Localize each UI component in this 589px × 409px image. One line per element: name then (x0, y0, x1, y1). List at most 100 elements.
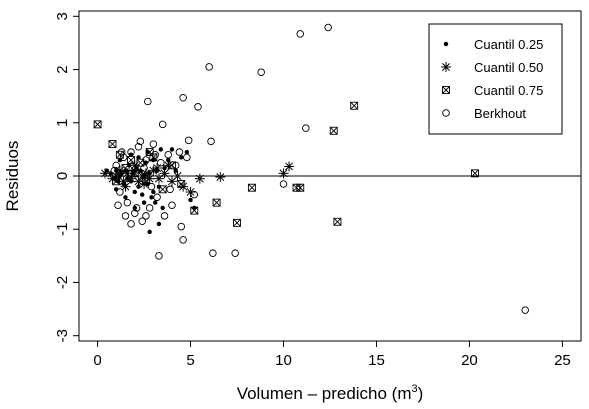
point-berkhout (127, 148, 135, 156)
y-tick-label: 2 (54, 65, 71, 73)
point-berkhout (175, 148, 184, 156)
point-cuantil-0-25 (147, 229, 152, 235)
point-berkhout (168, 201, 176, 210)
point-berkhout (121, 212, 130, 220)
legend-label-cuantil-0-50: Cuantil 0.50 (474, 60, 543, 75)
legend-box (428, 23, 563, 135)
point-berkhout (207, 137, 215, 146)
legend: Cuantil 0.25 Cuantil 0.50 Cuantil 0.75 Berk… (428, 23, 563, 135)
point-cuantil-0-25 (160, 205, 165, 211)
legend-marker-cuantil-0-50 (441, 62, 451, 72)
legend-marker-berkhout (442, 109, 450, 117)
y-tick-label: -3 (54, 329, 71, 342)
x-axis-label: Volumen – predicho (m3) (237, 383, 424, 403)
point-cuantil-0-25 (162, 165, 167, 171)
point-cuantil-0-25 (123, 195, 128, 200)
legend-label-cuantil-0-25: Cuantil 0.25 (474, 37, 543, 52)
point-cuantil-0-25 (136, 155, 141, 160)
point-cuantil-0-75 (333, 217, 342, 226)
point-cuantil-0-25 (153, 200, 158, 205)
point-cuantil-0-25 (158, 147, 164, 152)
point-cuantil-0-25 (140, 192, 145, 197)
point-cuantil-0-25 (143, 160, 149, 165)
point-berkhout (209, 249, 217, 257)
point-cuantil-0-25 (173, 168, 178, 173)
x-tick-label: 10 (275, 352, 292, 369)
point-berkhout (158, 120, 167, 129)
point-cuantil-0-50 (122, 168, 133, 179)
point-berkhout (177, 222, 186, 231)
legend-marker-cuantil-0-25 (443, 41, 449, 47)
point-berkhout (123, 198, 132, 207)
x-tick-label: 15 (368, 352, 385, 369)
point-cuantil-0-75 (93, 120, 102, 129)
point-cuantil-0-25 (151, 189, 156, 195)
point-berkhout (147, 182, 156, 191)
point-berkhout (324, 23, 332, 32)
point-cuantil-0-75 (190, 206, 199, 215)
point-cuantil-0-50 (215, 172, 226, 183)
point-cuantil-0-75 (158, 185, 167, 194)
point-berkhout (144, 97, 152, 106)
point-berkhout (136, 137, 145, 146)
y-tick-label: 3 (54, 12, 71, 20)
point-cuantil-0-25 (166, 157, 171, 163)
point-berkhout (183, 153, 191, 162)
point-berkhout (155, 252, 163, 260)
point-berkhout (166, 185, 174, 194)
point-cuantil-0-50 (194, 173, 205, 184)
point-berkhout (179, 94, 187, 102)
point-berkhout (190, 190, 199, 199)
x-axis: 0 5 10 15 20 25 (93, 341, 571, 369)
point-cuantil-0-75 (247, 183, 256, 192)
point-berkhout (151, 150, 159, 159)
legend-label-cuantil-0-75: Cuantil 0.75 (474, 83, 543, 98)
point-berkhout (194, 103, 202, 111)
point-cuantil-0-75 (112, 177, 121, 186)
point-berkhout (149, 140, 158, 148)
point-cuantil-0-25 (136, 184, 141, 189)
point-cuantil-0-75 (121, 164, 130, 172)
point-berkhout (114, 201, 122, 210)
x-tick-label: 20 (461, 352, 478, 369)
point-cuantil-0-25 (119, 171, 124, 176)
point-cuantil-0-75 (127, 156, 136, 164)
point-berkhout (231, 249, 239, 257)
point-berkhout (296, 30, 305, 38)
point-berkhout (127, 220, 135, 228)
point-berkhout (142, 212, 150, 220)
y-axis: -3 -2 -1 0 1 2 3 (54, 12, 79, 342)
point-cuantil-0-50 (152, 163, 163, 174)
point-berkhout (279, 180, 288, 188)
point-cuantil-0-75 (177, 180, 186, 188)
point-cuantil-0-75 (296, 183, 305, 192)
point-cuantil-0-50 (172, 171, 183, 181)
y-axis-label: Residuos (3, 141, 22, 212)
point-cuantil-0-75 (212, 198, 221, 207)
data-points (93, 23, 529, 314)
point-cuantil-0-50 (139, 178, 150, 189)
point-berkhout (134, 142, 143, 151)
y-tick-label: 0 (54, 172, 71, 180)
point-cuantil-0-75 (350, 101, 359, 110)
point-cuantil-0-25 (128, 152, 134, 157)
legend-marker-cuantil-0-75 (442, 86, 450, 94)
point-berkhout (153, 193, 161, 202)
point-cuantil-0-75 (233, 218, 241, 227)
point-berkhout (142, 156, 150, 164)
point-berkhout (179, 236, 187, 244)
point-berkhout (145, 204, 154, 212)
point-berkhout (205, 63, 213, 71)
point-cuantil-0-25 (156, 221, 162, 227)
point-berkhout (131, 209, 139, 218)
point-cuantil-0-50 (100, 168, 111, 179)
point-berkhout (171, 161, 180, 170)
point-cuantil-0-75 (130, 169, 139, 178)
point-cuantil-0-50 (284, 161, 295, 172)
point-cuantil-0-25 (188, 197, 193, 203)
point-cuantil-0-50 (185, 186, 196, 197)
x-axis-label-close: ) (418, 384, 424, 403)
point-cuantil-0-25 (134, 165, 139, 171)
point-cuantil-0-25 (169, 147, 175, 152)
legend-label-berkhout: Berkhout (474, 106, 526, 121)
